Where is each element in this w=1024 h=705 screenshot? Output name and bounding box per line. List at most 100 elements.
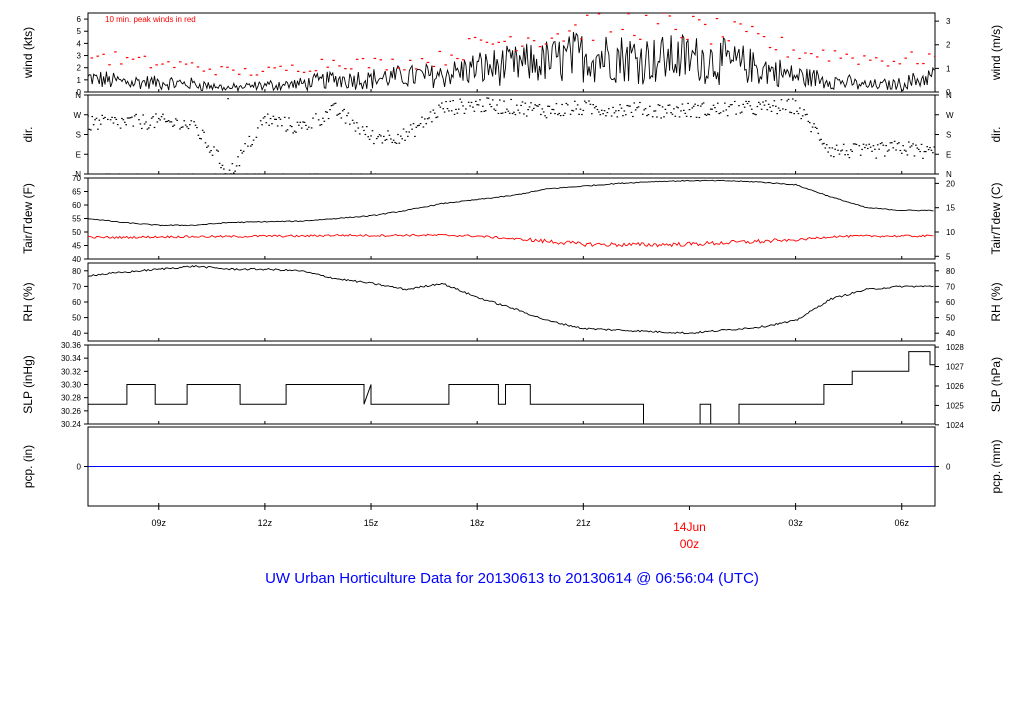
rh-frame	[87, 262, 936, 342]
dir-point	[477, 104, 480, 106]
wind-peak-mark	[261, 70, 265, 72]
dir-point	[208, 151, 211, 153]
dir-point	[845, 150, 848, 152]
dir-point	[923, 151, 926, 153]
dir-point	[681, 103, 684, 105]
wind-ytick-label-left: 1	[77, 76, 82, 85]
wind-peak-mark	[727, 40, 731, 42]
dir-point	[354, 130, 357, 132]
dir-point	[930, 149, 933, 151]
dir-point	[465, 108, 467, 110]
dir-point	[568, 173, 570, 174]
dir-point	[777, 107, 780, 109]
dir-point	[504, 111, 507, 113]
wind-peak-mark	[125, 57, 129, 59]
dir-point	[259, 120, 262, 122]
dir-point	[680, 110, 682, 112]
dir-point	[102, 117, 105, 120]
dir-point	[743, 106, 746, 108]
dir-point	[758, 101, 760, 104]
dir-point	[227, 98, 229, 100]
dir-point	[373, 142, 375, 145]
dir-point	[564, 112, 566, 114]
wind-ytick-label-right: 3	[946, 17, 951, 26]
dir-point	[143, 123, 146, 125]
dir-point	[518, 112, 521, 114]
wind-peak-mark	[308, 70, 312, 72]
dir-point	[902, 145, 904, 147]
dir-point	[182, 126, 184, 128]
wind-peak-mark	[715, 17, 719, 20]
dir-point	[626, 104, 628, 107]
wind-peak-mark	[420, 58, 424, 60]
wind-peak-mark	[928, 53, 931, 55]
rh-series-0	[88, 264, 934, 335]
dir-point	[688, 109, 691, 111]
wind-peak-mark	[933, 55, 935, 58]
wind-peak-mark	[161, 63, 164, 65]
wind-ytick-label-left: 0	[77, 88, 82, 97]
dir-point	[800, 117, 803, 120]
dir-point	[276, 125, 279, 127]
dir-point	[441, 102, 443, 104]
dir-point	[279, 118, 282, 120]
slp-data	[88, 351, 935, 424]
dir-point	[615, 110, 617, 112]
dir-point	[316, 173, 319, 174]
dir-point	[558, 112, 561, 115]
dir-point	[874, 148, 876, 150]
dir-point	[220, 167, 222, 169]
dir-point	[677, 107, 679, 109]
wind-peak-mark	[391, 58, 394, 60]
slp-ytick-label-right: 1026	[946, 382, 964, 391]
dir-point	[678, 116, 681, 118]
x-tick-label: 06z	[894, 518, 909, 528]
slp-ytick-label-left: 30.32	[61, 367, 82, 376]
dir-point	[225, 173, 228, 174]
dir-point	[136, 173, 139, 174]
dir-point	[288, 117, 290, 119]
dir-point	[347, 112, 350, 114]
dir-point	[487, 97, 490, 99]
dir-point	[344, 122, 347, 124]
dir-point	[674, 115, 677, 117]
wind-peak-mark	[798, 57, 801, 60]
temp-series-0	[88, 179, 934, 227]
dir-point	[443, 111, 446, 113]
dir-ytick-label-right: N	[946, 91, 952, 100]
wind-peak-mark	[544, 43, 548, 45]
dir-point	[160, 116, 163, 118]
x-tick-label: 18z	[470, 518, 485, 528]
dir-point	[307, 126, 310, 128]
dir-point	[262, 117, 265, 119]
wind-peak-mark	[473, 36, 477, 39]
dir-point	[90, 129, 92, 131]
dir-point	[390, 138, 392, 140]
slp-ytick-label-right: 1027	[946, 363, 964, 372]
wind-peak-mark	[491, 43, 495, 45]
dir-point	[473, 110, 476, 112]
dir-point	[725, 109, 728, 111]
panel-temp	[84, 177, 939, 260]
wind-peak-mark	[403, 69, 406, 71]
dir-point	[380, 135, 382, 137]
dir-point	[849, 149, 852, 151]
dir-point	[140, 127, 143, 130]
dir-point	[265, 122, 268, 124]
dir-point	[153, 126, 156, 129]
dir-point	[895, 149, 897, 151]
wind-peak-mark	[709, 43, 713, 45]
dir-point	[240, 149, 242, 151]
wind-peak-mark	[226, 66, 229, 68]
dir-point	[112, 122, 115, 124]
dir-point	[666, 112, 668, 114]
dir-point	[872, 145, 875, 147]
dir-point	[803, 109, 805, 111]
dir-point	[724, 102, 726, 104]
dir-point	[142, 114, 144, 116]
dir-point	[252, 139, 255, 141]
dir-point	[111, 116, 113, 118]
dir-point	[221, 164, 224, 166]
dir-point	[320, 124, 323, 126]
dir-point	[189, 124, 191, 126]
